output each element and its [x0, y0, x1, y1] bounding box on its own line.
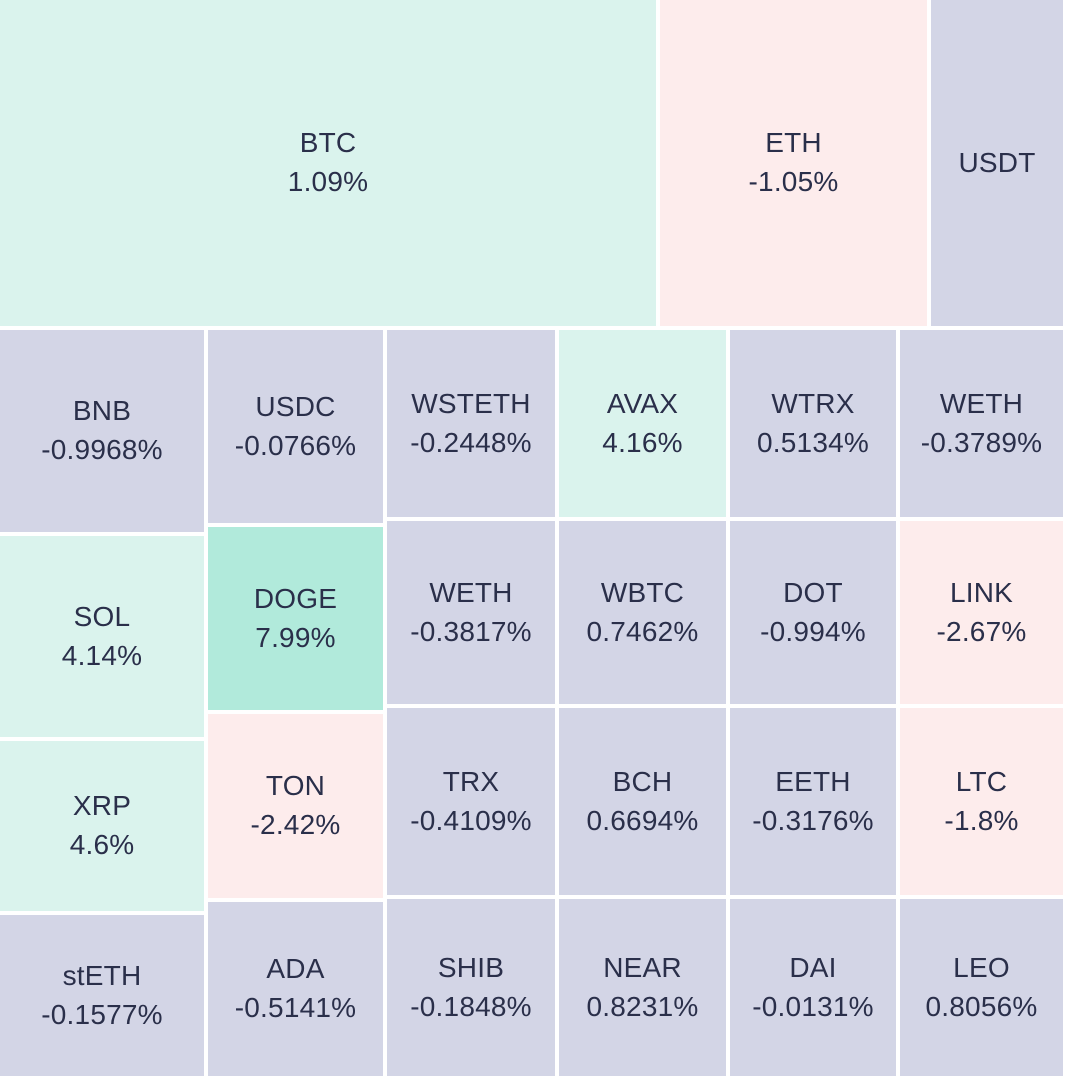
tile-change: -0.4109% [410, 804, 532, 836]
tile-change: -0.1848% [410, 990, 532, 1022]
tile-usdc[interactable]: USDC -0.0766% [208, 330, 387, 527]
tile-ada[interactable]: ADA -0.5141% [208, 902, 387, 1080]
tile-eeth[interactable]: EETH -0.3176% [730, 708, 900, 899]
tile-symbol: DOT [783, 576, 843, 608]
tile-change: -0.3817% [410, 615, 532, 647]
tile-symbol: LINK [949, 576, 1014, 608]
tile-avax[interactable]: AVAX 4.16% [559, 330, 730, 521]
tile-ton[interactable]: TON -2.42% [208, 714, 387, 902]
tile-symbol: WTRX [771, 387, 855, 419]
tile-symbol: ADA [266, 953, 325, 985]
tile-change: 4.6% [69, 829, 135, 860]
tile-symbol: TON [265, 770, 326, 802]
tile-symbol: EETH [775, 765, 851, 797]
tile-shib[interactable]: SHIB -0.1848% [387, 899, 559, 1080]
tile-btc[interactable]: BTC 1.09% [0, 0, 660, 330]
tile-symbol: DAI [789, 951, 837, 983]
tile-dot[interactable]: DOT -0.994% [730, 521, 900, 708]
tile-change: -2.67% [936, 615, 1027, 647]
tile-symbol: LTC [955, 765, 1008, 797]
tile-symbol: BCH [612, 765, 673, 797]
tile-symbol: ETH [765, 127, 822, 159]
tile-ltc[interactable]: LTC -1.8% [900, 708, 1067, 899]
tile-xrp[interactable]: XRP 4.6% [0, 741, 208, 915]
tile-symbol: USDT [958, 146, 1036, 178]
tile-change: 0.8231% [586, 990, 699, 1022]
tile-change: 0.6694% [586, 804, 699, 836]
tile-bch[interactable]: BCH 0.6694% [559, 708, 730, 899]
tile-leo[interactable]: LEO 0.8056% [900, 899, 1067, 1080]
tile-wtrx[interactable]: WTRX 0.5134% [730, 330, 900, 521]
tile-symbol: WBTC [600, 576, 685, 608]
tile-trx[interactable]: TRX -0.4109% [387, 708, 559, 899]
tile-symbol: WETH [939, 387, 1024, 419]
tile-bnb[interactable]: BNB -0.9968% [0, 330, 208, 536]
tile-steth[interactable]: stETH -0.1577% [0, 915, 208, 1080]
tile-usdt[interactable]: USDT [931, 0, 1067, 330]
tile-wsteth[interactable]: WSTETH -0.2448% [387, 330, 559, 521]
tile-symbol: AVAX [606, 387, 679, 419]
tile-symbol: LEO [953, 951, 1010, 983]
tile-change: 0.8056% [925, 990, 1038, 1022]
tile-change: 1.09% [287, 166, 369, 197]
tile-sol[interactable]: SOL 4.14% [0, 536, 208, 741]
tile-symbol: WETH [429, 576, 513, 608]
tile-link[interactable]: LINK -2.67% [900, 521, 1067, 708]
tile-doge[interactable]: DOGE 7.99% [208, 527, 387, 714]
tile-symbol: DOGE [253, 582, 338, 614]
tile-change: 4.16% [602, 426, 683, 458]
tile-weth-2[interactable]: WETH -0.3817% [387, 521, 559, 708]
tile-dai[interactable]: DAI -0.0131% [730, 899, 900, 1080]
tile-change: -0.0766% [234, 429, 357, 461]
tile-change: 4.14% [61, 639, 143, 671]
tile-change: -1.05% [748, 166, 839, 197]
tile-weth[interactable]: WETH -0.3789% [900, 330, 1067, 521]
tile-change: -1.8% [944, 804, 1019, 836]
tile-change: -0.5141% [234, 992, 357, 1023]
tile-symbol: WSTETH [411, 387, 531, 419]
tile-eth[interactable]: ETH -1.05% [660, 0, 931, 330]
tile-symbol: stETH [62, 959, 142, 991]
tile-change: -0.2448% [410, 426, 532, 458]
tile-wbtc[interactable]: WBTC 0.7462% [559, 521, 730, 708]
tile-symbol: BTC [299, 127, 357, 159]
tile-change: 0.5134% [757, 426, 869, 458]
tile-near[interactable]: NEAR 0.8231% [559, 899, 730, 1080]
tile-symbol: TRX [442, 765, 500, 797]
tile-symbol: NEAR [603, 951, 682, 983]
tile-change: -0.3789% [920, 426, 1043, 458]
tile-change: -0.0131% [752, 990, 874, 1022]
tile-symbol: XRP [72, 790, 132, 822]
tile-change: -0.1577% [41, 998, 163, 1030]
tile-change: 7.99% [255, 621, 336, 653]
tile-change: -2.42% [250, 809, 341, 840]
tile-change: -0.3176% [752, 804, 874, 836]
tile-change: -0.994% [760, 615, 866, 647]
tile-symbol: USDC [255, 390, 336, 422]
tile-change: -0.9968% [41, 434, 163, 465]
tile-symbol: SOL [73, 600, 131, 632]
tile-symbol: SHIB [437, 951, 505, 983]
tile-symbol: BNB [72, 395, 132, 427]
tile-change: 0.7462% [586, 615, 699, 647]
